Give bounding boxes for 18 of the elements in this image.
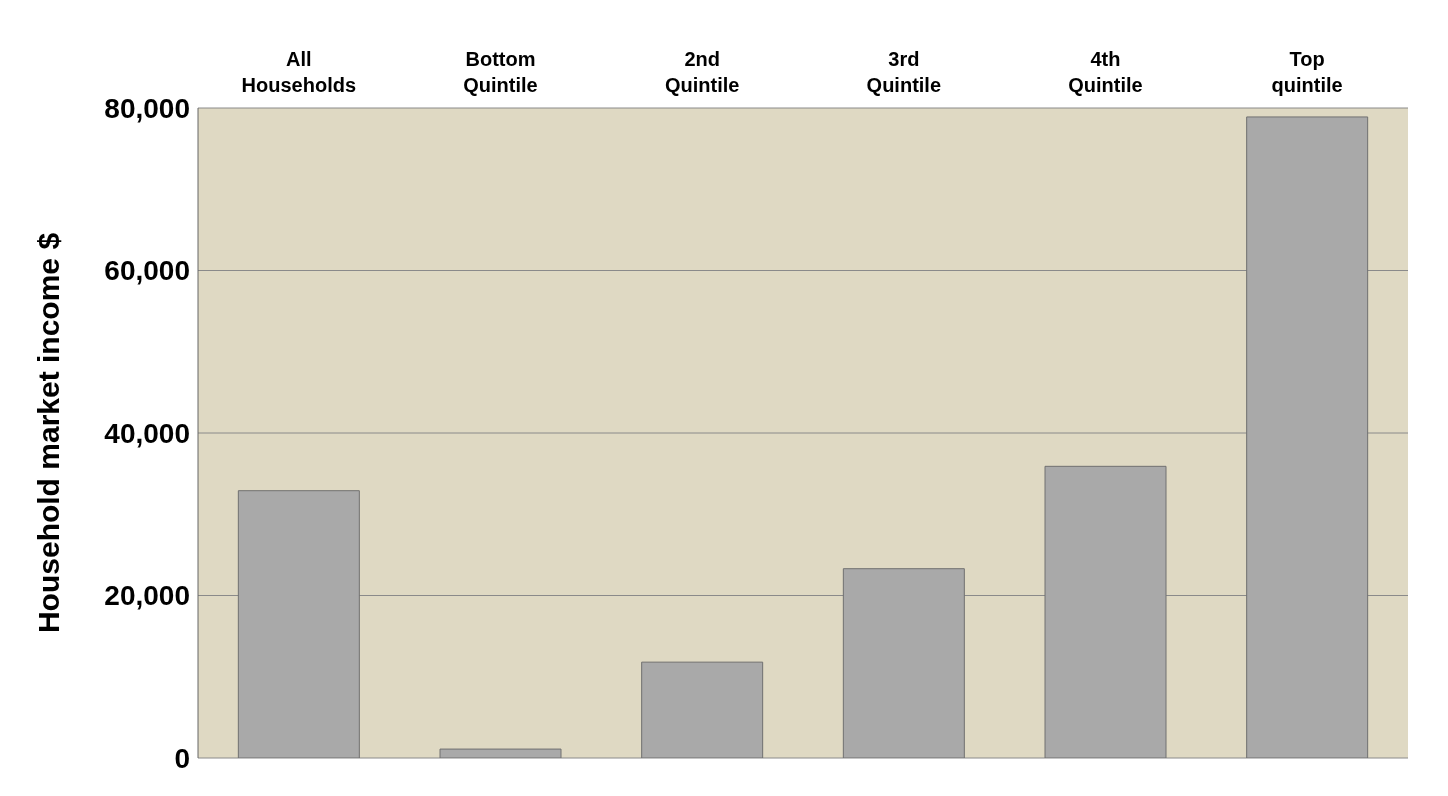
x-tick-label: 2nd Quintile bbox=[664, 48, 740, 96]
y-tick-label: 80,000 bbox=[104, 92, 190, 124]
x-tick-label: All Households bbox=[241, 48, 357, 96]
bar bbox=[1246, 116, 1369, 758]
bar bbox=[1044, 465, 1167, 758]
y-tick-label: 60,000 bbox=[104, 255, 190, 287]
x-tick-label: 3rd Quintile bbox=[866, 48, 942, 96]
bar bbox=[439, 748, 562, 758]
bar bbox=[237, 490, 360, 758]
x-tick-label: Bottom Quintile bbox=[463, 48, 538, 96]
y-axis-title: Household market income $ bbox=[31, 232, 65, 634]
x-tick-label: Top quintile bbox=[1271, 48, 1343, 96]
y-tick-label: 20,000 bbox=[104, 580, 190, 612]
bar bbox=[842, 568, 965, 758]
bar bbox=[641, 661, 764, 758]
y-tick-label: 40,000 bbox=[104, 417, 190, 449]
x-tick-label: 4th Quintile bbox=[1068, 48, 1143, 96]
y-tick-label: 0 bbox=[174, 742, 190, 774]
